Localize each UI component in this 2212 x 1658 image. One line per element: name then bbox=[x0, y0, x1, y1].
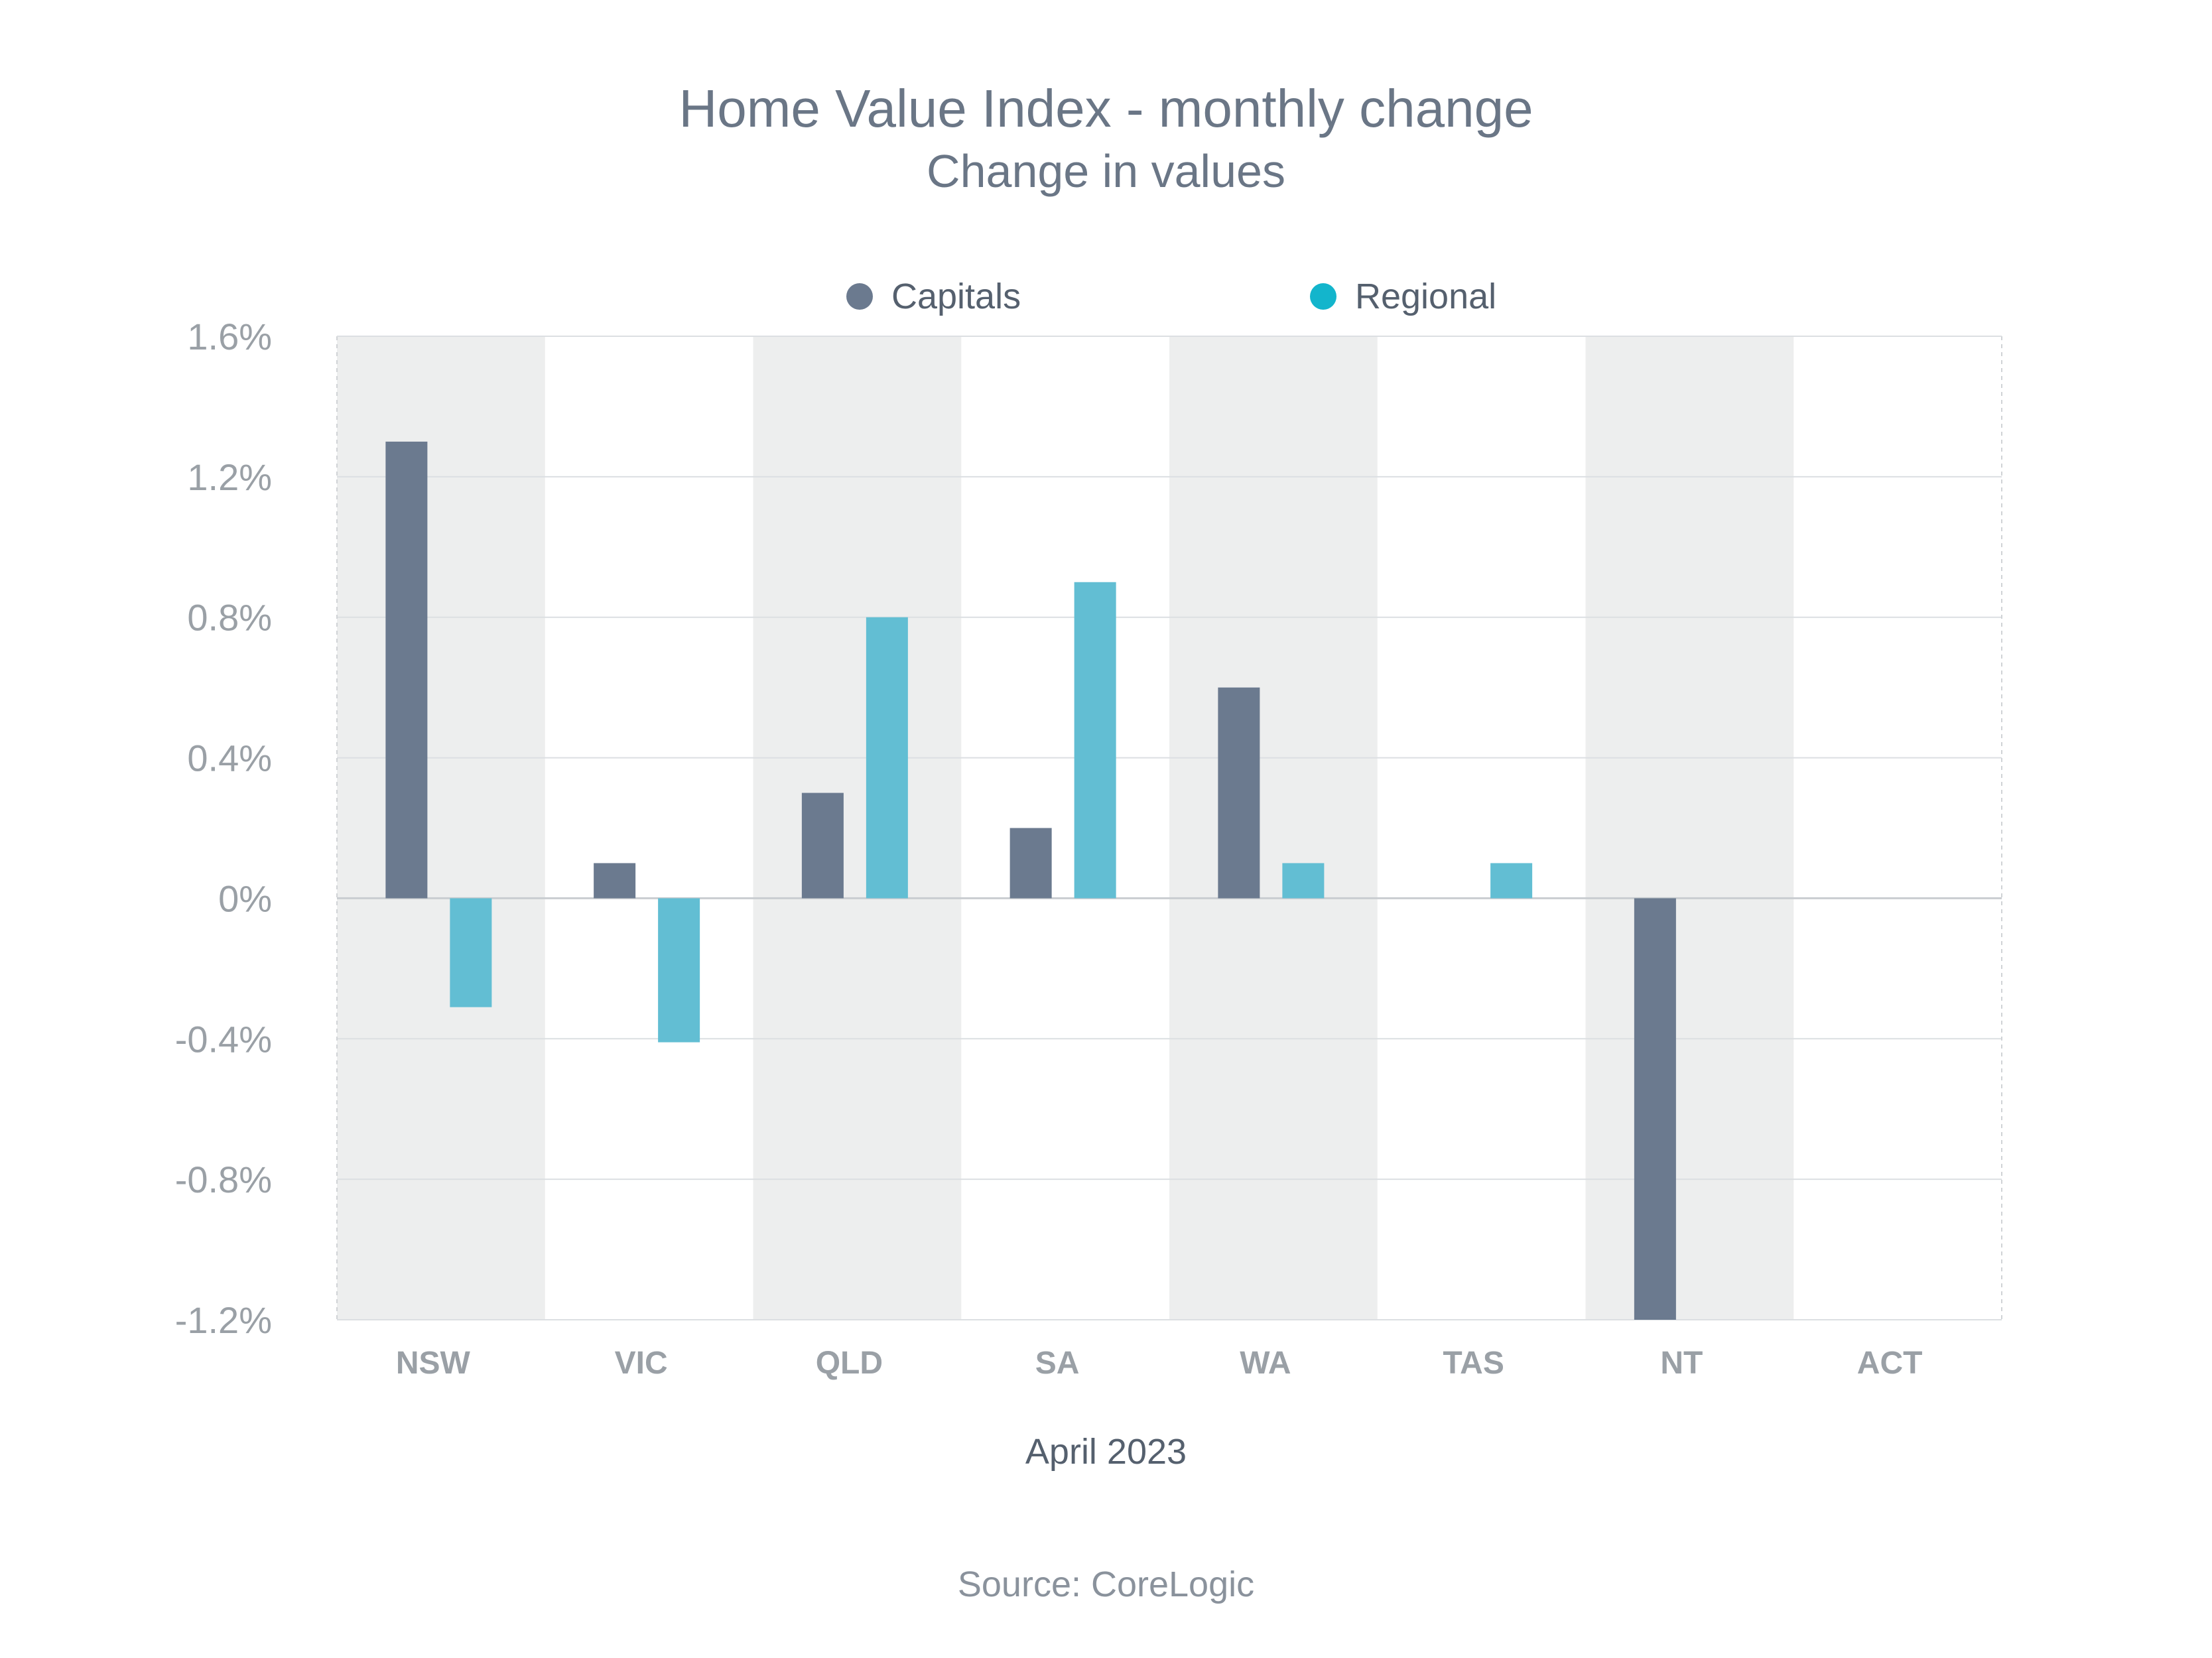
chart-subtitle: Change in values bbox=[927, 145, 1285, 197]
legend-marker-capitals bbox=[846, 283, 873, 310]
y-tick-label: -1.2% bbox=[175, 1299, 272, 1341]
bar-regional-sa bbox=[1074, 582, 1116, 899]
y-tick-label: 1.6% bbox=[187, 316, 272, 357]
legend-marker-regional bbox=[1310, 283, 1336, 310]
category-band-wa bbox=[1169, 336, 1378, 1320]
bar-capitals-nsw bbox=[385, 441, 428, 899]
category-band-nt bbox=[1585, 336, 1794, 1320]
bar-regional-wa bbox=[1282, 863, 1325, 899]
bar-regional-tas bbox=[1490, 863, 1533, 899]
chart-title: Home Value Index - monthly change bbox=[679, 79, 1533, 138]
y-tick-label: -0.8% bbox=[175, 1159, 272, 1200]
y-tick-label: 0.8% bbox=[187, 597, 272, 639]
x-tick-label-qld: QLD bbox=[816, 1346, 883, 1381]
x-tick-label-vic: VIC bbox=[615, 1346, 668, 1381]
bar-regional-qld bbox=[866, 617, 908, 899]
y-tick-label: 0.4% bbox=[187, 737, 272, 779]
y-tick-label: -0.4% bbox=[175, 1018, 272, 1060]
x-tick-label-nt: NT bbox=[1660, 1346, 1703, 1381]
legend-label-capitals: Capitals bbox=[891, 277, 1021, 316]
bar-capitals-qld bbox=[801, 793, 844, 899]
legend-item-capitals[interactable]: Capitals bbox=[846, 273, 1021, 320]
x-tick-label-sa: SA bbox=[1035, 1346, 1080, 1381]
bar-capitals-sa bbox=[1009, 828, 1052, 899]
legend-item-regional[interactable]: Regional bbox=[1310, 273, 1496, 320]
y-tick-label: 0% bbox=[218, 877, 272, 919]
category-band-nsw bbox=[337, 336, 545, 1320]
x-tick-label-act: ACT bbox=[1857, 1346, 1923, 1381]
x-tick-label-tas: TAS bbox=[1443, 1346, 1504, 1381]
bar-capitals-wa bbox=[1218, 687, 1260, 899]
y-tick-label: 1.2% bbox=[187, 456, 272, 498]
legend-label-regional: Regional bbox=[1355, 277, 1497, 316]
bar-regional-vic bbox=[658, 898, 700, 1043]
legend: Capitals Regional bbox=[0, 273, 2212, 320]
x-tick-label-wa: WA bbox=[1240, 1346, 1291, 1381]
bar-capitals-nt bbox=[1634, 898, 1676, 1320]
bar-regional-nsw bbox=[450, 898, 492, 1007]
category-band-qld bbox=[753, 336, 962, 1320]
x-axis-title: April 2023 bbox=[1025, 1432, 1187, 1472]
source-note: Source: CoreLogic bbox=[957, 1564, 1255, 1604]
x-tick-label-nsw: NSW bbox=[396, 1346, 471, 1381]
bar-capitals-vic bbox=[594, 863, 636, 899]
